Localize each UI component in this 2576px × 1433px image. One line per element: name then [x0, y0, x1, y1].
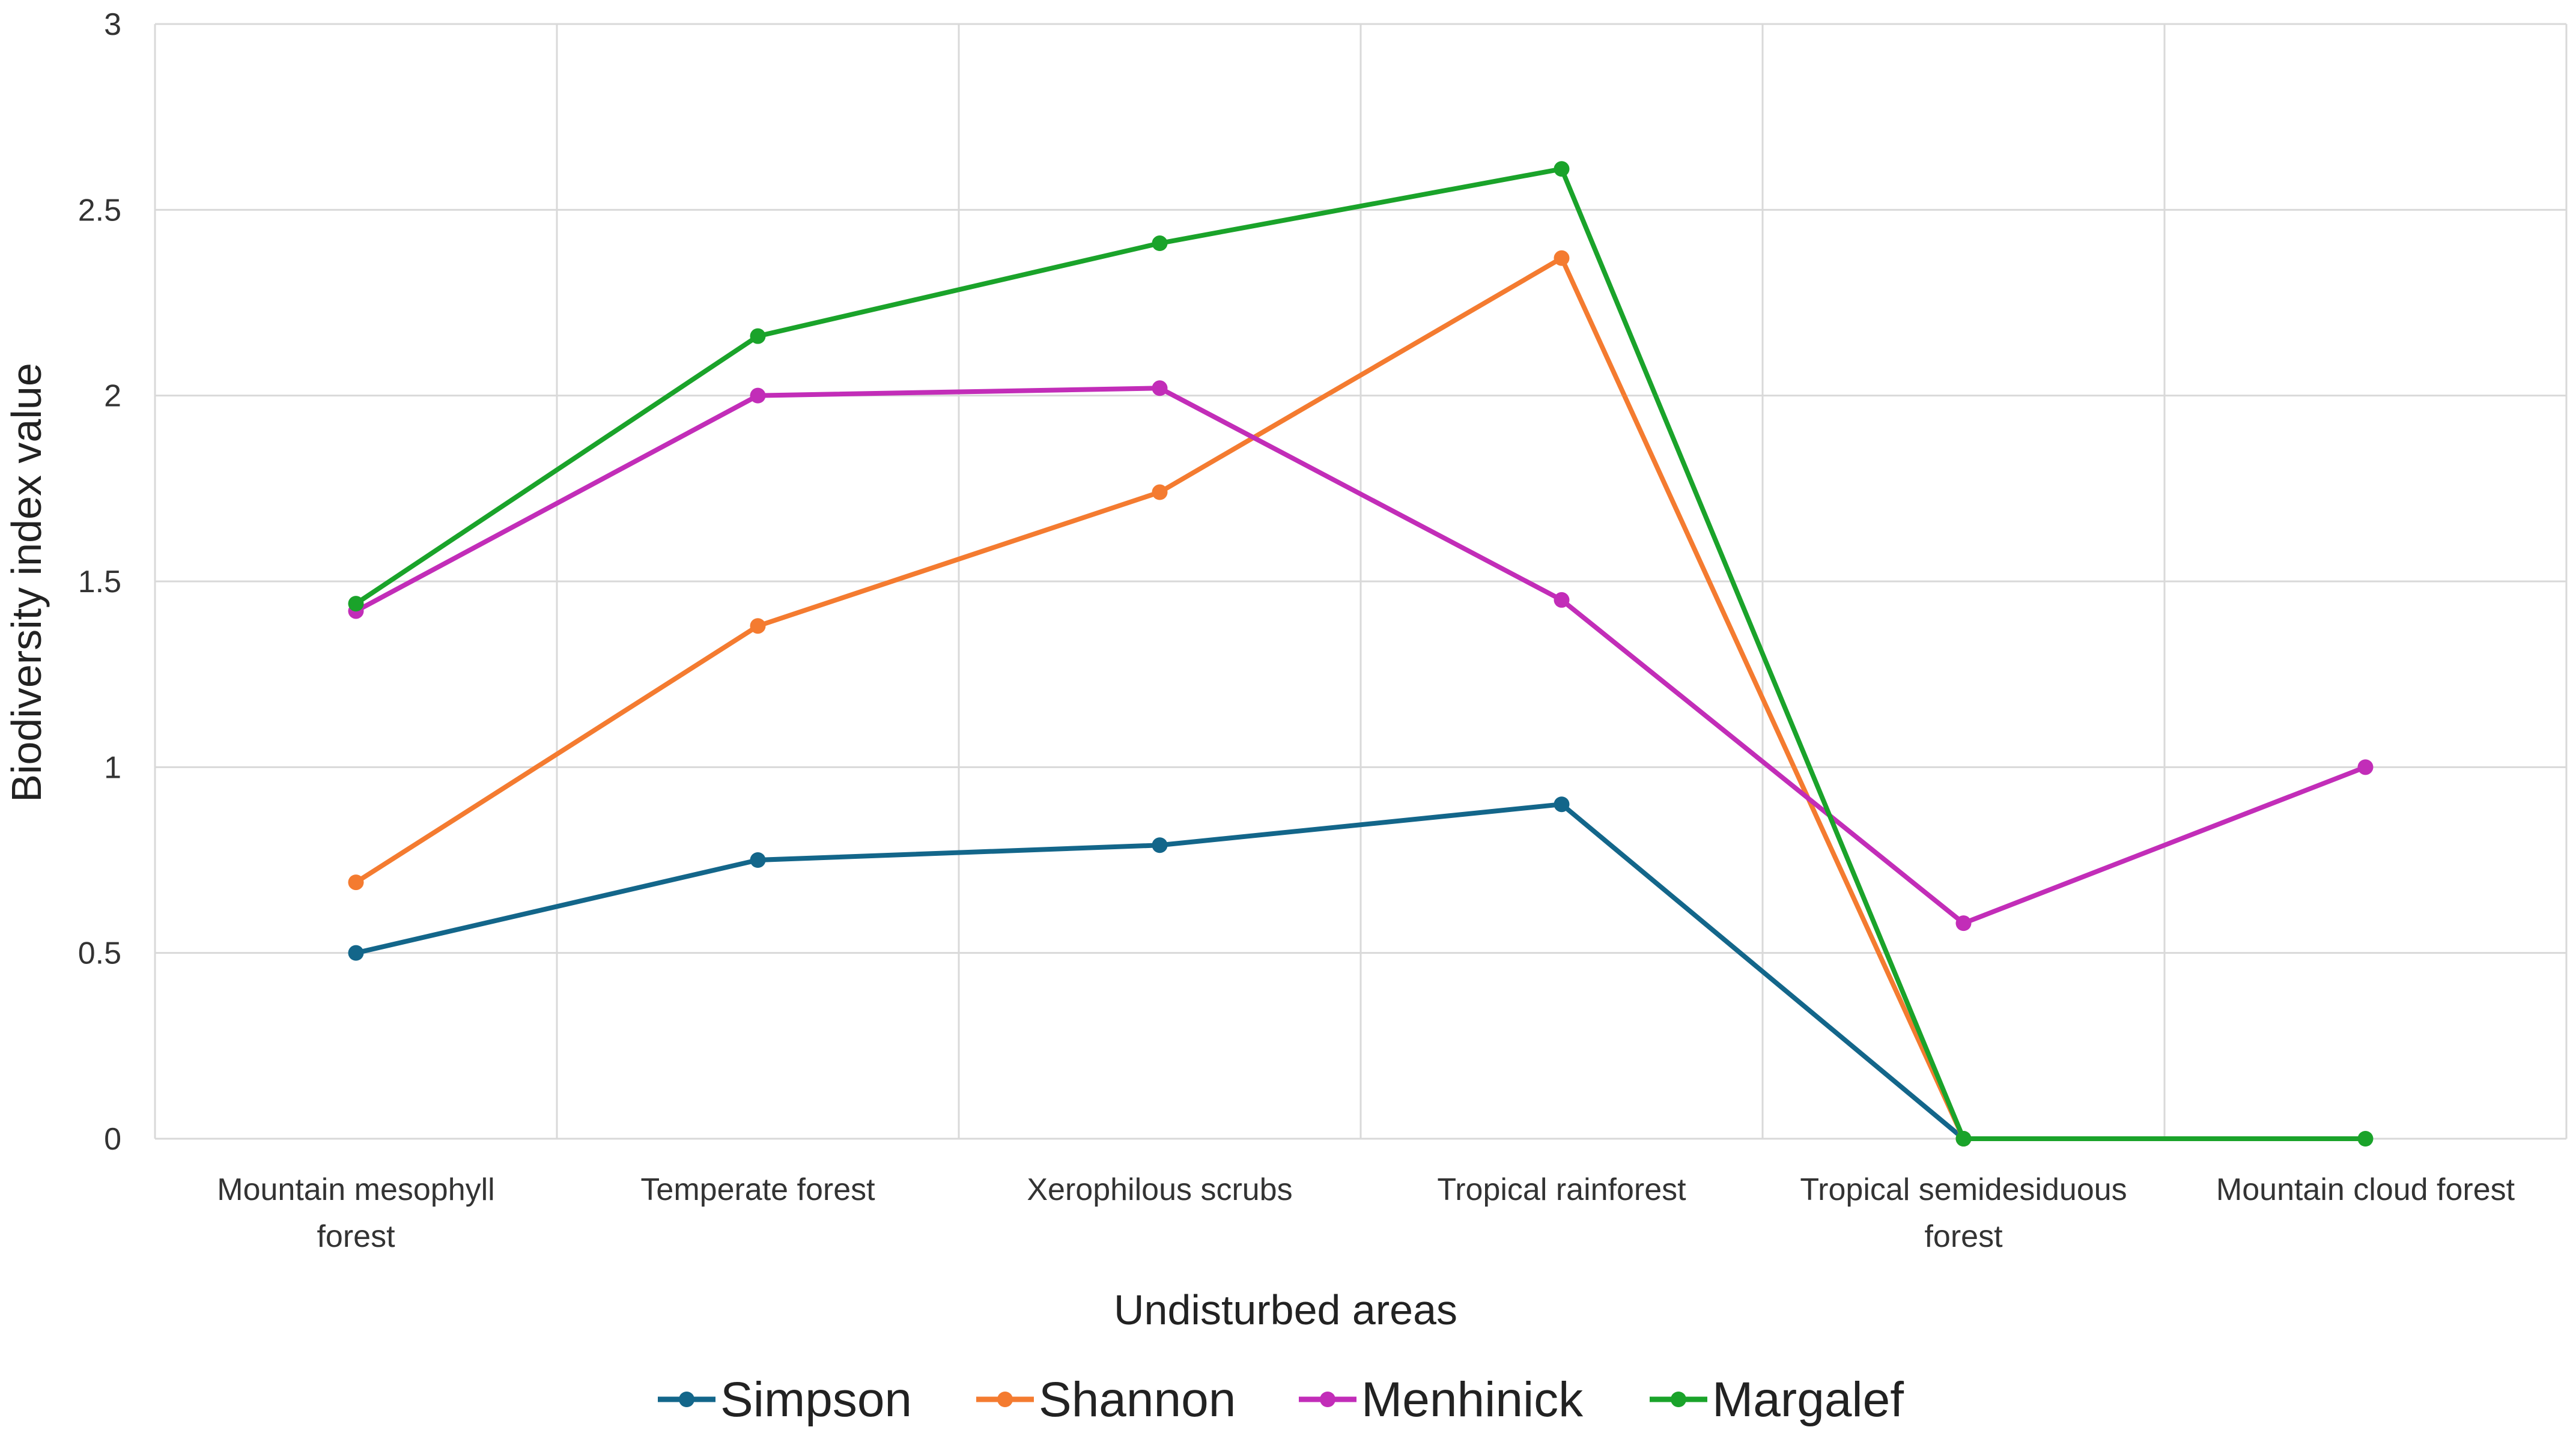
legend-item-menhinick: Menhinick: [1299, 1372, 1584, 1427]
series-line-simpson: [353, 802, 1966, 1141]
x-category-label: Xerophilous scrubs: [1027, 1172, 1292, 1207]
legend-swatch-marker: [1671, 1392, 1686, 1407]
legend-item-simpson: Simpson: [658, 1372, 912, 1427]
x-category-label: Mountain cloud forest: [2216, 1172, 2515, 1207]
legend-swatch-marker: [679, 1392, 694, 1407]
x-category-label: Mountain mesophyll forest: [217, 1172, 494, 1254]
legend-label: Margalef: [1712, 1372, 1904, 1427]
legend-label: Menhinick: [1361, 1372, 1584, 1427]
data-point-margalef: [2357, 1131, 2374, 1147]
x-axis-categories: Mountain mesophyll forest Temperate forest…: [217, 1172, 2515, 1254]
y-tick-label: 0.5: [78, 936, 121, 971]
legend-item-shannon: Shannon: [976, 1372, 1236, 1427]
data-point-margalef: [1955, 1131, 1972, 1147]
y-tick-label: 2: [104, 379, 121, 414]
series-lines: [348, 161, 2374, 1147]
series-shannon: [348, 250, 1972, 1147]
x-axis-title: Undisturbed areas: [1114, 1286, 1457, 1333]
y-tick-label: 1: [104, 750, 121, 785]
data-point-menhinick: [2357, 759, 2374, 775]
y-tick-label: 1.5: [78, 565, 121, 599]
y-tick-label: 0: [104, 1122, 121, 1157]
y-axis-ticks: 0 0.5 1 1.5 2 2.5 3: [78, 7, 121, 1157]
x-category-label: Tropical rainforest: [1437, 1172, 1686, 1207]
legend-label: Simpson: [720, 1372, 912, 1427]
data-point-simpson: [1554, 796, 1570, 813]
legend-swatch-marker: [1320, 1392, 1335, 1407]
series-margalef: [348, 161, 2374, 1147]
data-point-simpson: [1152, 837, 1168, 853]
series-simpson: [348, 796, 1972, 1147]
data-point-margalef: [348, 596, 364, 612]
data-point-shannon: [1554, 250, 1570, 266]
series-line-margalef: [353, 166, 2368, 1141]
data-point-margalef: [1152, 235, 1168, 252]
data-point-menhinick: [1152, 380, 1168, 396]
data-point-shannon: [1152, 484, 1168, 500]
y-axis-title: Biodiversity index value: [3, 363, 50, 802]
legend-swatch-marker: [997, 1392, 1013, 1407]
gridlines: [154, 23, 2568, 1140]
legend: Simpson Shannon Menhinick Margalef: [658, 1372, 1904, 1427]
data-point-margalef: [1554, 161, 1570, 177]
legend-item-margalef: Margalef: [1650, 1372, 1904, 1427]
x-category-label: Tropical semidesiduous forest: [1800, 1172, 2127, 1254]
data-point-simpson: [750, 852, 766, 868]
data-point-margalef: [750, 328, 766, 344]
y-tick-label: 2.5: [78, 193, 121, 228]
legend-label: Shannon: [1039, 1372, 1236, 1427]
data-point-menhinick: [750, 387, 766, 404]
data-point-menhinick: [1554, 592, 1570, 608]
series-line-menhinick: [353, 386, 2368, 926]
data-point-simpson: [348, 945, 364, 961]
data-point-menhinick: [1955, 915, 1972, 932]
y-tick-label: 3: [104, 7, 121, 42]
data-point-shannon: [750, 618, 766, 634]
data-point-shannon: [348, 874, 364, 891]
x-category-label: Temperate forest: [640, 1172, 875, 1207]
series-menhinick: [348, 380, 2374, 932]
